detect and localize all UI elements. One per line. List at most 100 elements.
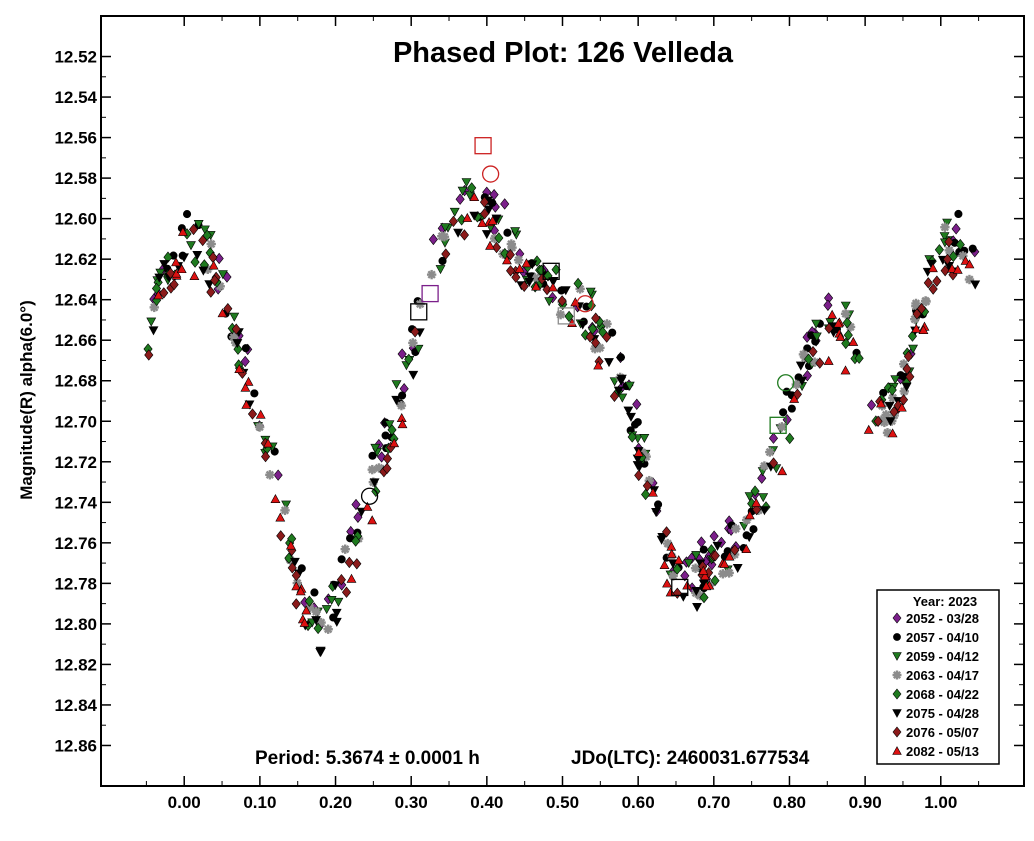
data-point (692, 603, 702, 613)
data-point (179, 253, 189, 263)
data-point (189, 270, 200, 280)
data-point (624, 381, 635, 391)
data-point (896, 402, 907, 412)
y-tick-label: 12.70 (54, 412, 97, 431)
highlight-circle (481, 165, 500, 183)
data-point (382, 462, 392, 475)
data-point (273, 469, 283, 481)
data-point (769, 457, 779, 469)
data-point (691, 551, 702, 561)
data-point (744, 492, 755, 502)
data-point-stroke (575, 284, 585, 294)
data-point (397, 348, 407, 360)
data-point (537, 273, 547, 285)
data-point (310, 588, 319, 597)
data-point (449, 207, 460, 217)
legend-marker (892, 726, 902, 738)
data-point (304, 595, 314, 607)
data-point-stroke (958, 251, 968, 260)
data-point (758, 493, 769, 503)
data-point (724, 551, 735, 561)
data-point (513, 255, 524, 265)
data-point (321, 605, 332, 615)
data-point (206, 239, 216, 249)
data-point (389, 438, 400, 448)
data-point-stroke (507, 239, 516, 249)
data-point (505, 249, 515, 261)
data-point (958, 251, 968, 261)
data-point (299, 617, 310, 627)
data-point (291, 598, 301, 610)
data-point (280, 505, 290, 516)
data-point (524, 272, 535, 282)
data-point-stroke (911, 301, 921, 311)
data-point (585, 331, 595, 343)
data-point (176, 264, 187, 274)
data-point (352, 558, 362, 570)
data-point (626, 412, 636, 422)
data-point (944, 245, 954, 256)
data-point (901, 382, 912, 392)
x-tick-label: 0.40 (470, 793, 503, 812)
data-point (301, 605, 312, 615)
data-point (439, 232, 450, 242)
data-point (757, 472, 767, 484)
data-point (146, 317, 157, 327)
data-point (192, 251, 203, 260)
data-point (270, 494, 281, 503)
data-point (428, 233, 438, 246)
data-point-stroke (207, 239, 216, 249)
legend-marker (893, 633, 901, 641)
data-point (940, 222, 950, 232)
data-point-stroke (718, 569, 728, 578)
data-point (208, 260, 219, 270)
data-point-stroke (341, 545, 350, 554)
data-point (642, 480, 652, 492)
y-tick-label: 12.58 (54, 169, 97, 188)
data-point (666, 548, 677, 558)
data-point (657, 532, 668, 542)
data-point (631, 420, 640, 429)
data-point (229, 312, 240, 322)
highlight-square (421, 284, 439, 303)
data-point (144, 349, 154, 361)
y-tick-label: 12.62 (54, 250, 97, 269)
data-point (593, 360, 604, 370)
data-point (217, 308, 228, 318)
highlight-square (557, 307, 575, 325)
data-point (840, 365, 851, 375)
x-axis-ticks: 0.00 0.10 0.20 0.30 0.40 0.50 0.60 0.70 0.80 0.90… (145, 16, 980, 812)
y-tick-label: 12.72 (54, 453, 97, 472)
data-point (232, 339, 243, 349)
data-point (404, 353, 414, 366)
data-point (627, 431, 637, 443)
highlight-circle (360, 487, 379, 505)
data-point (654, 500, 663, 509)
data-point-stroke (725, 568, 734, 578)
y-tick-label: 12.82 (54, 655, 97, 674)
data-point (854, 352, 864, 364)
y-tick-label: 12.56 (54, 129, 97, 148)
data-point (912, 308, 922, 320)
data-point-stroke (590, 344, 600, 353)
data-point (744, 533, 755, 543)
data-point (485, 240, 495, 250)
data-point (351, 498, 361, 511)
data-point (524, 277, 535, 287)
data-point (586, 299, 596, 312)
data-point (426, 269, 437, 280)
data-point (344, 556, 354, 569)
data-point (285, 540, 296, 550)
data-point (732, 564, 743, 574)
y-tick-label: 12.74 (54, 493, 97, 512)
data-point-stroke (945, 246, 954, 255)
data-point (362, 501, 373, 511)
x-tick-label: 0.00 (168, 793, 201, 812)
y-tick-label: 12.84 (54, 696, 97, 715)
data-point-stroke (663, 539, 672, 548)
data-point (521, 258, 532, 268)
data-point (970, 280, 981, 290)
data-point (479, 196, 490, 208)
data-point (577, 320, 588, 330)
data-point (330, 581, 341, 591)
